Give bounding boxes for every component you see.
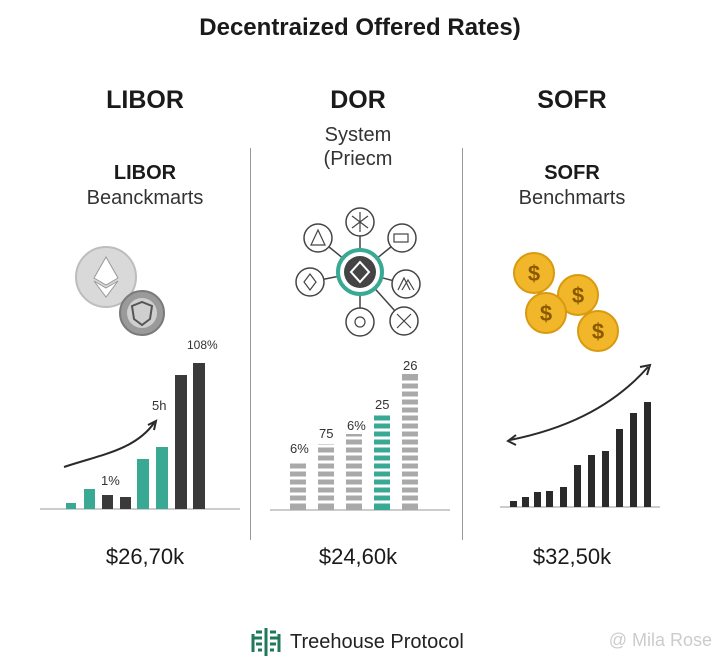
brand-name: Treehouse Protocol: [290, 630, 464, 653]
libor-bar: [120, 497, 131, 509]
dor-heading: DOR: [330, 86, 386, 114]
dor-subtitle: System: [324, 124, 392, 146]
sofr-bar: [522, 497, 529, 507]
dor-label: 6%: [290, 441, 309, 456]
sofr-bar: [534, 492, 541, 507]
network-node-icon: [387, 223, 417, 253]
libor-panel: 1% 5h 108%: [40, 246, 240, 510]
sofr-bar: [588, 455, 595, 507]
sofr-bars: [510, 402, 651, 507]
trend-arrow: [509, 366, 649, 441]
libor-subtitle: LIBOR: [113, 162, 177, 184]
footer: Treehouse Protocol: [250, 626, 464, 658]
sofr-bar: [644, 402, 651, 507]
libor-bar: [193, 363, 205, 509]
sofr-bar: [574, 465, 581, 507]
dor-label: 26: [403, 358, 417, 373]
dor-label: 6%: [347, 418, 366, 433]
libor-bar: [102, 495, 113, 509]
libor-bar: [84, 489, 95, 509]
divider-right: [462, 148, 463, 540]
sofr-bar: [602, 451, 609, 507]
svg-text:$: $: [540, 301, 552, 326]
dor-panel: 6% 75 6% 25 26: [270, 207, 450, 511]
shield-coin-icon: [119, 290, 165, 336]
sofr-panel: $ $ $ $: [500, 252, 660, 508]
ethereum-coin-icon: [75, 246, 137, 308]
divider-left: [250, 148, 251, 540]
network-node-icon: [303, 223, 333, 253]
dollar-coins-icon: $ $ $ $: [513, 252, 619, 352]
dor-bars: [270, 374, 450, 510]
dor-price: $24,60k: [318, 544, 398, 569]
libor-price: $26,70k: [105, 544, 185, 569]
page-title: Decentraized Offered Rates): [199, 14, 521, 41]
sofr-bar: [546, 491, 553, 507]
sofr-subtitle-2: Benchmarts: [518, 187, 626, 209]
libor-bar: [66, 503, 76, 509]
dor-subtitle-2: (Priecm: [323, 148, 393, 170]
sofr-bar: [560, 487, 567, 507]
dor-label: 75: [319, 426, 333, 441]
trend-arrow: [63, 422, 155, 468]
treehouse-logo-icon: [251, 628, 281, 656]
network-diagram: [295, 207, 421, 337]
svg-text:$: $: [592, 319, 604, 344]
sofr-bar: [510, 501, 517, 507]
dor-label: 25: [375, 397, 389, 412]
sofr-heading: SOFR: [537, 86, 607, 114]
libor-subtitle-2: Beanckmarts: [86, 187, 204, 209]
sofr-subtitle: SOFR: [544, 162, 600, 184]
libor-label: 108%: [187, 338, 218, 352]
watermark: @ Mila Rose: [608, 630, 712, 650]
libor-label: 5h: [152, 398, 166, 413]
dor-bar: [402, 374, 418, 510]
network-node-icon: [345, 307, 375, 337]
libor-heading: LIBOR: [106, 86, 184, 114]
libor-bar: [175, 375, 187, 509]
network-node-icon: [295, 267, 325, 297]
svg-text:$: $: [572, 283, 584, 308]
libor-bar: [137, 459, 149, 509]
libor-label: 1%: [101, 473, 120, 488]
libor-bar: [156, 447, 168, 509]
sofr-bar: [616, 429, 623, 507]
sofr-price: $32,50k: [532, 544, 612, 569]
svg-text:$: $: [528, 261, 540, 286]
sofr-bar: [630, 413, 637, 507]
libor-bars: [66, 363, 205, 509]
